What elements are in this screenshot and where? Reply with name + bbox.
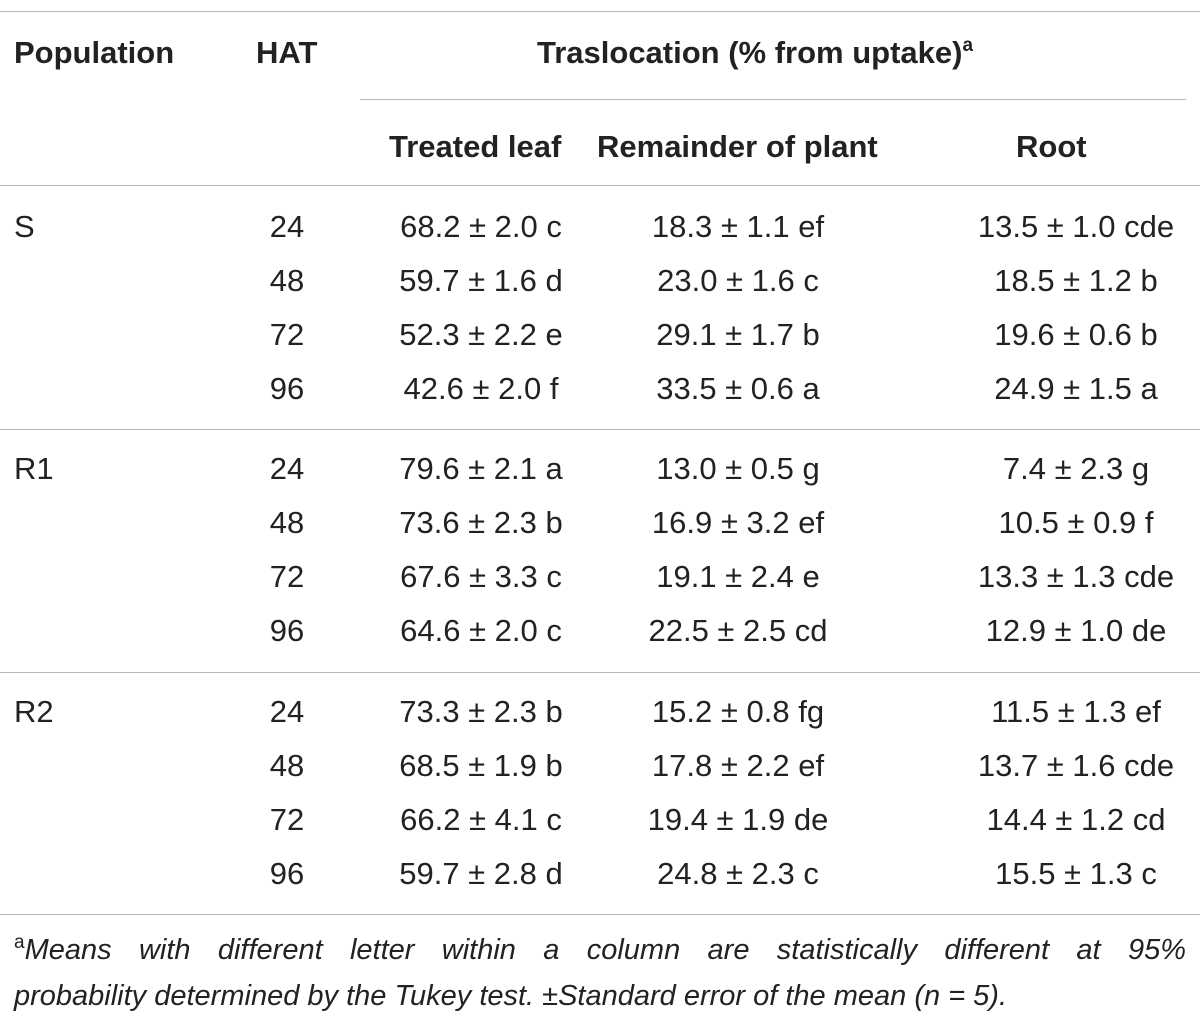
footnote-text-1: Means with different letter within a col… [24, 934, 1186, 966]
root-cell: 18.5 ± 1.2 b [994, 263, 1158, 298]
treated-leaf-cell: 52.3 ± 2.2 e [399, 317, 563, 352]
treated-leaf-cell: 64.6 ± 2.0 c [400, 613, 562, 648]
hat-cell: 24 [269, 694, 305, 729]
hat-cell: 48 [269, 748, 305, 783]
treated-leaf-cell: 68.2 ± 2.0 c [400, 209, 562, 244]
root-cell: 13.7 ± 1.6 cde [977, 748, 1175, 783]
header-root: Root [1016, 129, 1087, 164]
remainder-cell: 13.0 ± 0.5 g [656, 451, 820, 486]
hat-cell: 48 [269, 505, 305, 540]
header-population: Population [14, 35, 175, 70]
treated-leaf-cell: 42.6 ± 2.0 f [403, 371, 559, 406]
treated-leaf-cell: 73.6 ± 2.3 b [399, 505, 563, 540]
header-hat: HAT [256, 35, 318, 70]
root-cell: 14.4 ± 1.2 cd [986, 802, 1166, 837]
group-divider-rule [0, 672, 1200, 673]
group-rule [360, 99, 1186, 100]
root-cell: 7.4 ± 2.3 g [1002, 451, 1150, 486]
treated-leaf-cell: 67.6 ± 3.3 c [400, 559, 562, 594]
root-cell: 15.5 ± 1.3 c [995, 856, 1157, 891]
header-treated-leaf: Treated leaf [389, 129, 562, 164]
table-bottom-rule [0, 914, 1200, 915]
footnote-line-1: aMeans with different letter within a co… [14, 929, 1186, 975]
root-cell: 13.5 ± 1.0 cde [977, 209, 1175, 244]
treated-leaf-cell: 59.7 ± 1.6 d [399, 263, 563, 298]
root-cell: 24.9 ± 1.5 a [994, 371, 1158, 406]
remainder-cell: 33.5 ± 0.6 a [656, 371, 820, 406]
root-cell: 10.5 ± 0.9 f [998, 505, 1154, 540]
root-cell: 13.3 ± 1.3 cde [977, 559, 1175, 594]
header-bottom-rule [0, 185, 1200, 186]
hat-cell: 24 [269, 209, 305, 244]
hat-cell: 96 [269, 371, 305, 406]
treated-leaf-cell: 66.2 ± 4.1 c [400, 802, 562, 837]
treated-leaf-cell: 59.7 ± 2.8 d [399, 856, 563, 891]
treated-leaf-cell: 68.5 ± 1.9 b [399, 748, 563, 783]
hat-cell: 72 [269, 802, 305, 837]
remainder-cell: 18.3 ± 1.1 ef [651, 209, 825, 244]
remainder-cell: 23.0 ± 1.6 c [657, 263, 819, 298]
remainder-cell: 16.9 ± 3.2 ef [651, 505, 825, 540]
population-cell: S [14, 209, 35, 244]
population-cell: R2 [14, 694, 54, 729]
hat-cell: 48 [269, 263, 305, 298]
footnote-marker-a: a [14, 932, 25, 953]
footnote: aMeans with different letter within a co… [14, 929, 1186, 1017]
header-traslocation-label: Traslocation (% from uptake) [537, 35, 963, 70]
remainder-cell: 29.1 ± 1.7 b [656, 317, 820, 352]
remainder-cell: 24.8 ± 2.3 c [657, 856, 819, 891]
hat-cell: 72 [269, 559, 305, 594]
remainder-cell: 15.2 ± 0.8 fg [651, 694, 825, 729]
top-rule [0, 11, 1200, 12]
remainder-cell: 19.4 ± 1.9 de [647, 802, 829, 837]
footnote-marker: a [962, 35, 974, 56]
header-traslocation: Traslocation (% from uptake)a [537, 35, 974, 70]
hat-cell: 96 [269, 856, 305, 891]
root-cell: 12.9 ± 1.0 de [985, 613, 1167, 648]
hat-cell: 24 [269, 451, 305, 486]
population-cell: R1 [14, 451, 54, 486]
group-divider-rule [0, 429, 1200, 430]
header-remainder-of-plant: Remainder of plant [597, 129, 878, 164]
hat-cell: 72 [269, 317, 305, 352]
root-cell: 19.6 ± 0.6 b [994, 317, 1158, 352]
treated-leaf-cell: 73.3 ± 2.3 b [399, 694, 563, 729]
hat-cell: 96 [269, 613, 305, 648]
remainder-cell: 22.5 ± 2.5 cd [648, 613, 828, 648]
remainder-cell: 19.1 ± 2.4 e [656, 559, 820, 594]
root-cell: 11.5 ± 1.3 ef [991, 694, 1161, 729]
footnote-line-2: probability determined by the Tukey test… [14, 980, 1008, 1012]
treated-leaf-cell: 79.6 ± 2.1 a [399, 451, 563, 486]
remainder-cell: 17.8 ± 2.2 ef [651, 748, 825, 783]
